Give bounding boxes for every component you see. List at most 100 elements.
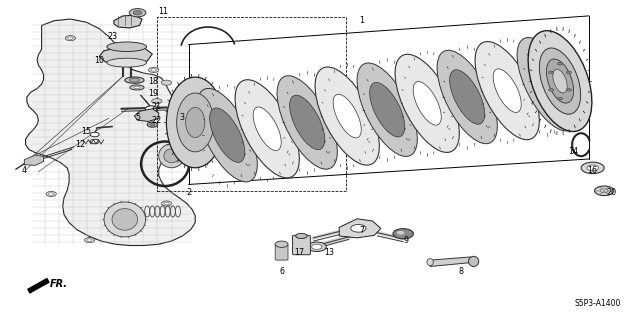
Ellipse shape: [370, 82, 404, 137]
Ellipse shape: [395, 54, 460, 152]
Text: 7: 7: [359, 226, 364, 235]
Text: 13: 13: [324, 248, 335, 257]
Ellipse shape: [159, 144, 184, 168]
Ellipse shape: [290, 95, 324, 150]
Polygon shape: [114, 15, 142, 28]
Text: 17: 17: [294, 248, 305, 257]
Circle shape: [164, 202, 169, 205]
Ellipse shape: [315, 67, 380, 165]
Ellipse shape: [150, 123, 155, 126]
Text: 11: 11: [158, 7, 168, 16]
Circle shape: [90, 132, 99, 137]
Ellipse shape: [130, 85, 144, 90]
Text: 3: 3: [180, 113, 185, 122]
Ellipse shape: [186, 107, 205, 137]
Ellipse shape: [540, 48, 580, 114]
Circle shape: [351, 225, 366, 232]
Ellipse shape: [210, 108, 244, 162]
Circle shape: [307, 242, 326, 252]
Circle shape: [84, 238, 95, 243]
Polygon shape: [99, 46, 152, 64]
Ellipse shape: [125, 77, 144, 83]
Ellipse shape: [134, 86, 140, 89]
Polygon shape: [26, 19, 195, 245]
Ellipse shape: [530, 57, 564, 112]
Text: 5: 5: [135, 113, 140, 122]
Text: 4: 4: [22, 166, 27, 175]
Ellipse shape: [427, 259, 433, 266]
Ellipse shape: [129, 78, 140, 82]
Circle shape: [65, 36, 76, 41]
Circle shape: [177, 135, 182, 138]
Ellipse shape: [164, 149, 179, 163]
Ellipse shape: [528, 31, 592, 132]
Ellipse shape: [587, 165, 598, 171]
Text: S5P3-A1400: S5P3-A1400: [575, 299, 621, 308]
Polygon shape: [24, 155, 44, 165]
Ellipse shape: [107, 42, 147, 52]
Ellipse shape: [517, 38, 577, 131]
Circle shape: [312, 244, 322, 249]
Polygon shape: [134, 109, 159, 121]
Circle shape: [566, 71, 572, 73]
Ellipse shape: [581, 162, 604, 174]
Circle shape: [548, 88, 554, 91]
Circle shape: [161, 201, 172, 206]
Circle shape: [152, 99, 162, 104]
Ellipse shape: [600, 189, 608, 193]
Text: 21: 21: [152, 102, 162, 111]
Text: 1: 1: [359, 16, 364, 25]
Text: 2: 2: [186, 188, 191, 197]
Ellipse shape: [468, 256, 479, 266]
Text: 23: 23: [107, 32, 117, 41]
Circle shape: [145, 106, 157, 112]
Ellipse shape: [450, 70, 484, 124]
Circle shape: [557, 97, 563, 100]
Ellipse shape: [553, 69, 567, 93]
FancyBboxPatch shape: [275, 244, 288, 260]
Text: 16: 16: [587, 166, 597, 175]
Ellipse shape: [277, 76, 337, 169]
Text: 9: 9: [404, 236, 409, 245]
Text: 12: 12: [75, 140, 85, 149]
Text: 14: 14: [568, 147, 578, 156]
Ellipse shape: [253, 107, 281, 151]
Polygon shape: [430, 257, 474, 266]
Circle shape: [393, 229, 413, 239]
Text: 22: 22: [152, 116, 162, 125]
Circle shape: [46, 191, 56, 197]
Ellipse shape: [235, 80, 300, 178]
Ellipse shape: [357, 63, 417, 156]
Circle shape: [68, 37, 73, 39]
Circle shape: [397, 231, 404, 235]
Ellipse shape: [475, 42, 540, 140]
Ellipse shape: [107, 58, 147, 67]
Ellipse shape: [104, 202, 146, 237]
Text: 8: 8: [458, 267, 463, 276]
Ellipse shape: [197, 88, 257, 182]
Ellipse shape: [547, 59, 573, 103]
Text: FR.: FR.: [50, 279, 68, 289]
Text: 6: 6: [279, 267, 284, 276]
Circle shape: [566, 88, 572, 91]
Circle shape: [151, 69, 156, 71]
Ellipse shape: [413, 81, 441, 125]
Circle shape: [49, 193, 54, 195]
Ellipse shape: [437, 50, 497, 144]
FancyArrowPatch shape: [29, 283, 44, 290]
Text: 10: 10: [94, 56, 104, 65]
Circle shape: [548, 71, 554, 73]
Circle shape: [133, 10, 142, 15]
Ellipse shape: [177, 93, 214, 152]
Circle shape: [129, 9, 146, 17]
Circle shape: [148, 67, 159, 73]
Text: 18: 18: [148, 77, 159, 86]
Ellipse shape: [333, 94, 361, 138]
Ellipse shape: [166, 77, 224, 168]
Text: 14: 14: [568, 115, 578, 124]
FancyBboxPatch shape: [292, 235, 310, 255]
Polygon shape: [339, 219, 381, 238]
Circle shape: [275, 241, 288, 247]
Circle shape: [161, 80, 172, 85]
Circle shape: [174, 134, 184, 139]
